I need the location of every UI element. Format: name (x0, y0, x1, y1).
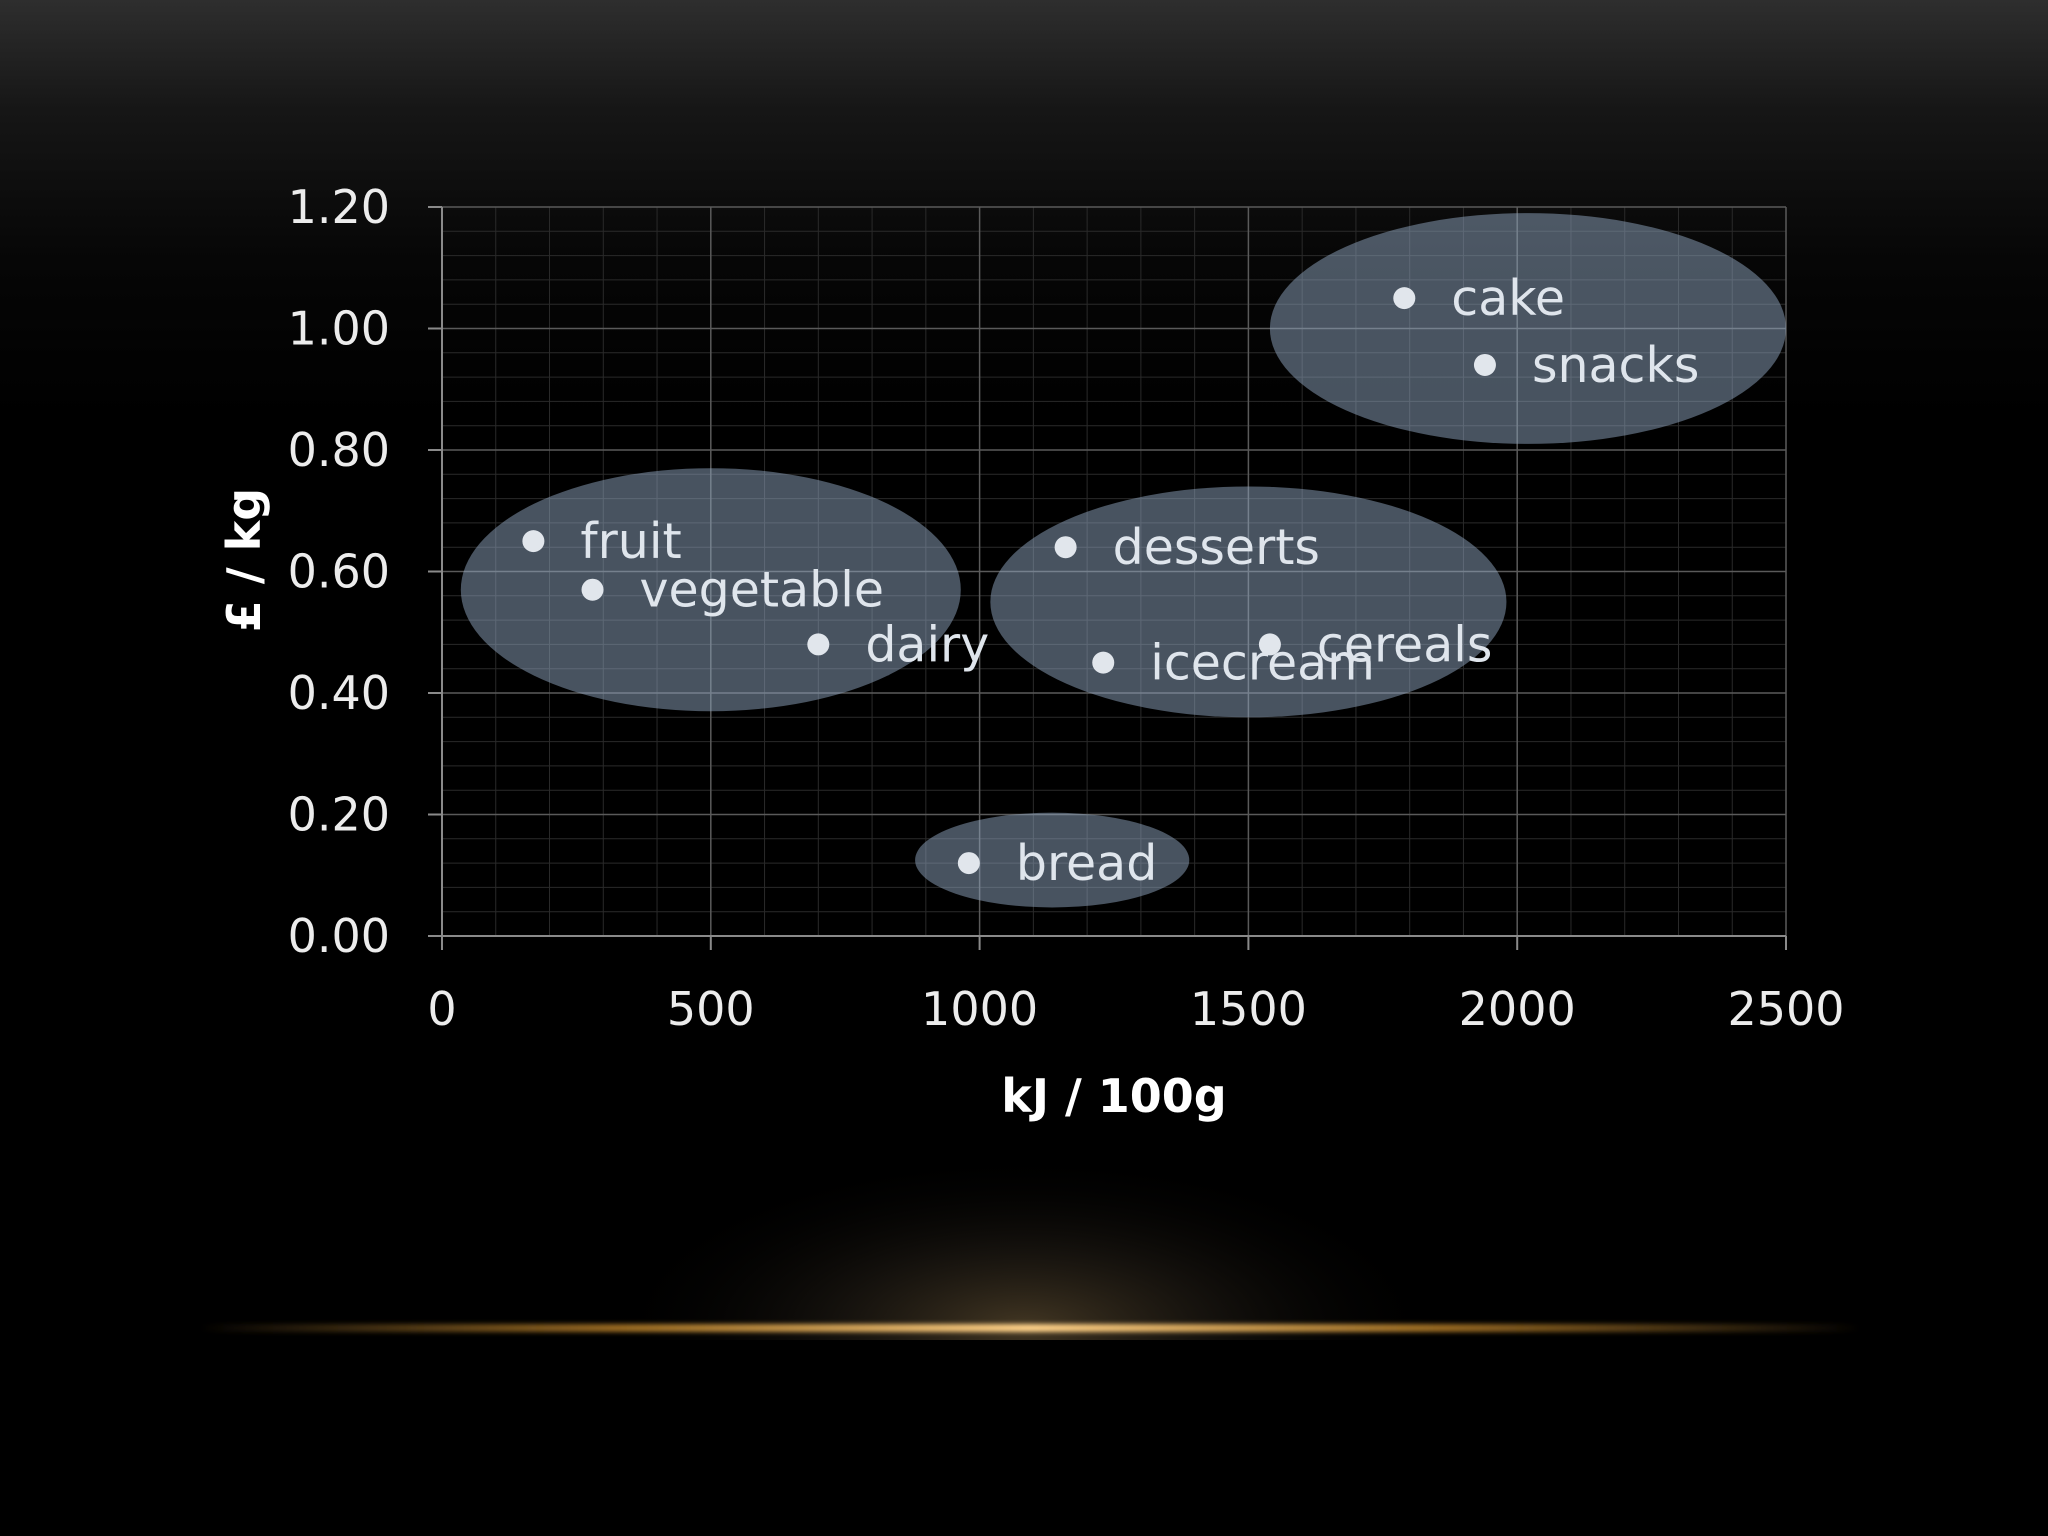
y-tick-label: 1.20 (288, 180, 390, 234)
data-point-marker (1092, 651, 1115, 674)
y-tick-label: 1.00 (288, 302, 390, 356)
x-axis-title: kJ / 100g (1001, 1069, 1227, 1123)
y-axis-title: £ / kg (217, 488, 271, 632)
glow-haze (400, 1120, 1648, 1340)
x-tick-label: 2500 (1727, 982, 1844, 1036)
x-tick-label: 1000 (921, 982, 1038, 1036)
group-ellipse (460, 468, 961, 712)
data-point-label: dairy (865, 616, 989, 673)
data-point-marker (581, 578, 604, 601)
y-tick-label: 0.40 (288, 666, 390, 720)
data-point-label: snacks (1532, 337, 1699, 394)
data-point-marker (807, 633, 830, 656)
axes: 0 500 1000 1500 2000 2500 0.00 0.20 0.40 0.60 0.80… (288, 180, 1845, 1036)
y-tick-label: 0.00 (288, 909, 390, 963)
x-tick-label: 2000 (1459, 982, 1576, 1036)
data-point-marker (1054, 536, 1077, 559)
data-point-marker (522, 530, 545, 553)
y-tick-label: 0.20 (288, 788, 390, 842)
group-ellipse (915, 812, 1190, 908)
group-ellipse (990, 486, 1507, 718)
group-ellipse (1269, 213, 1786, 444)
data-point-marker (1473, 353, 1496, 376)
y-tick-label: 0.80 (288, 423, 390, 477)
grid (441, 206, 1787, 937)
x-tick-label: 0 (427, 982, 456, 1036)
data-points: fruitvegetabledairydessertsicecreamcerea… (522, 270, 1699, 892)
data-point-marker (1393, 287, 1416, 310)
data-point-label: cake (1451, 270, 1565, 327)
data-point-label: bread (1016, 835, 1157, 892)
y-tick-label: 0.60 (288, 545, 390, 599)
x-tick-label: 1500 (1190, 982, 1307, 1036)
data-point-label: vegetable (640, 562, 885, 619)
data-point-label: desserts (1113, 519, 1320, 576)
data-point-marker (957, 852, 980, 875)
glow-line (200, 1324, 1860, 1332)
x-tick-label: 500 (667, 982, 755, 1036)
data-point-marker (1258, 633, 1281, 656)
group-ellipses (460, 213, 1786, 908)
data-point-label: fruit (580, 513, 681, 570)
data-point-label: cereals (1317, 616, 1492, 673)
